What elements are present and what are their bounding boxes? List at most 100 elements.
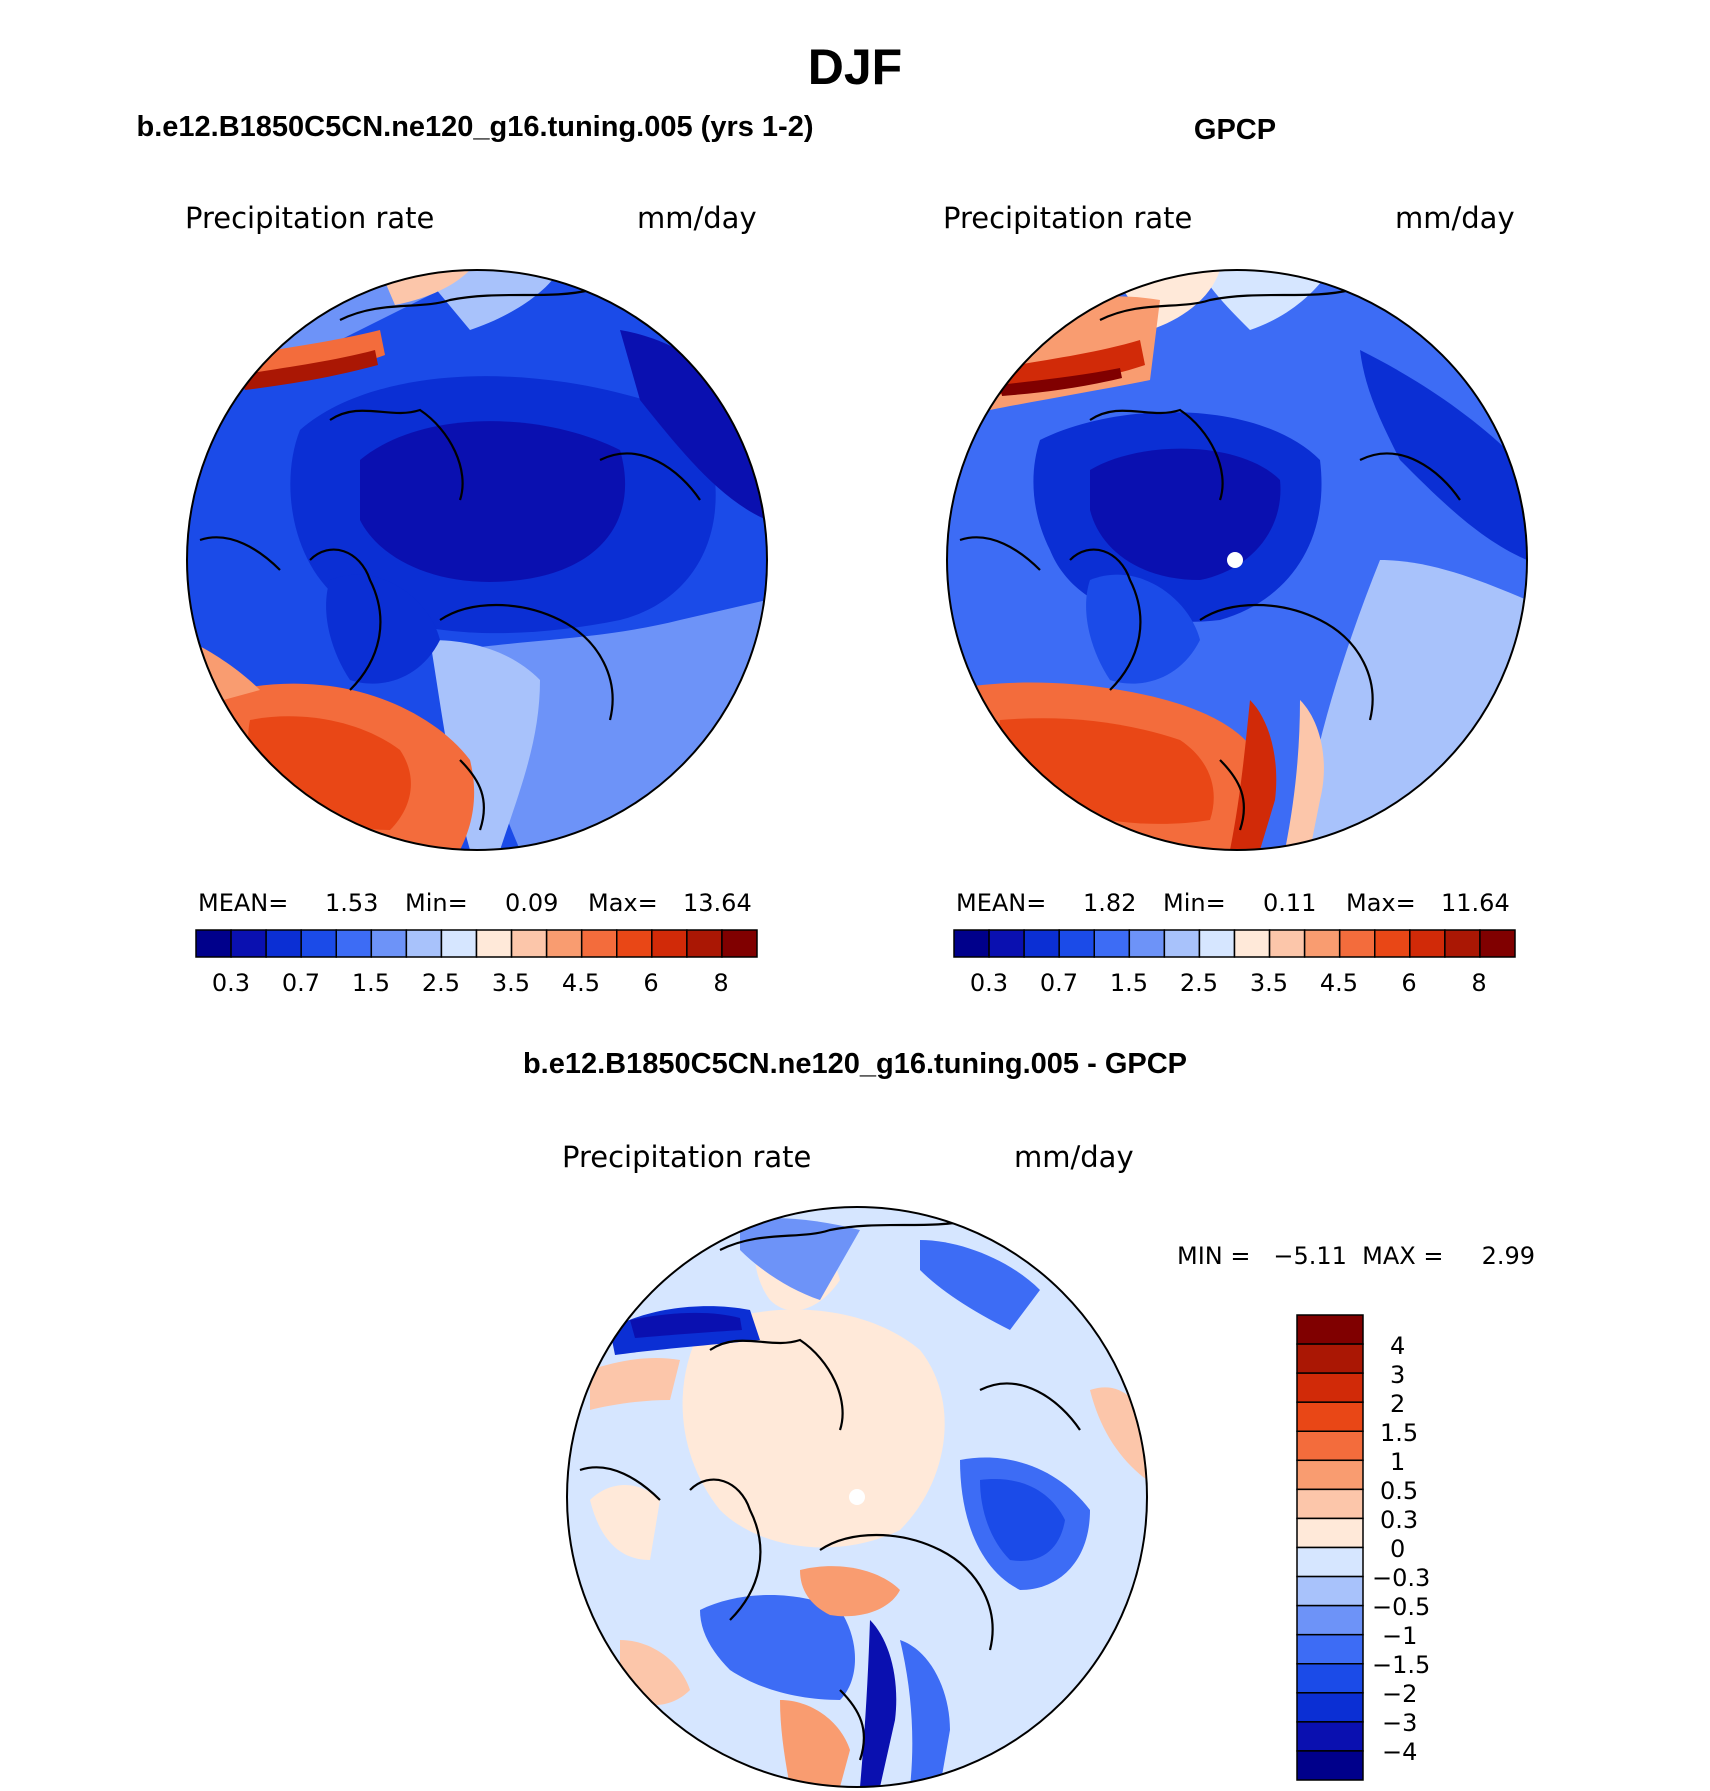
colorbar-box	[721, 929, 758, 958]
map-diff	[566, 1206, 1148, 1788]
colorbar-box	[1233, 929, 1271, 958]
cbar-tick-obs: 1.5	[1110, 969, 1148, 997]
cbar-tick-diff: 0.3	[1380, 1506, 1418, 1534]
cbar-tick-diff: −2	[1382, 1680, 1417, 1708]
stats-max-value-model: 13.64	[683, 889, 752, 917]
colorbar-box	[300, 929, 337, 958]
cbar-tick-diff: 1	[1390, 1448, 1405, 1476]
colorbar-box	[1296, 1459, 1364, 1491]
cbar-tick-diff: −3	[1382, 1709, 1417, 1737]
cbar-tick-diff: −0.3	[1372, 1564, 1430, 1592]
colorbar-box	[1374, 929, 1411, 958]
colorbar-box	[1296, 1401, 1364, 1432]
colorbar-diff-labels: 4 3 2 1.5 1 0.5 0.3 0 −0.3 −0.5 −1 −1.5 …	[1372, 1332, 1430, 1766]
panel-title-obs: GPCP	[1194, 114, 1276, 146]
cbar-tick-obs: 0.3	[970, 969, 1008, 997]
stats-min-label-model: Min=	[405, 889, 468, 917]
colorbar-box	[651, 929, 688, 958]
colorbar-box	[1296, 1721, 1364, 1752]
stats-max-value-obs: 11.64	[1441, 889, 1510, 917]
colorbar-box	[1444, 929, 1481, 958]
variable-label-obs: Precipitation rate	[943, 201, 1192, 235]
map-obs	[946, 269, 1528, 851]
colorbar-box	[1296, 1314, 1364, 1345]
colorbar-box	[1296, 1750, 1364, 1781]
stats-min-value-model: 0.09	[505, 889, 558, 917]
colorbar-box	[686, 929, 723, 958]
units-label-diff: mm/day	[1014, 1140, 1134, 1174]
colorbar-box	[1479, 929, 1516, 958]
colorbar-box	[953, 929, 990, 958]
colorbar-box	[475, 929, 513, 958]
cbar-tick-diff: 1.5	[1380, 1419, 1418, 1447]
colorbar-box	[988, 929, 1025, 958]
cbar-tick-model: 2.5	[422, 969, 460, 997]
colorbar-box	[616, 929, 653, 958]
cbar-tick-model: 8	[713, 969, 728, 997]
colorbar-box	[1296, 1575, 1364, 1607]
stats-mean-value-obs: 1.82	[1083, 889, 1136, 917]
colorbar-box	[1296, 1488, 1364, 1520]
colorbar-box	[1338, 929, 1376, 958]
cbar-tick-model: 4.5	[562, 969, 600, 997]
colorbar-box	[1303, 929, 1341, 958]
stats-mean-label-model: MEAN=	[198, 889, 288, 917]
colorbar-box	[1296, 1343, 1364, 1374]
colorbar-box	[265, 929, 302, 958]
cbar-tick-obs: 6	[1401, 969, 1416, 997]
colorbar-box	[335, 929, 373, 958]
cbar-tick-diff: 3	[1390, 1361, 1405, 1389]
colorbar-box	[510, 929, 548, 958]
stats-mean-value-model: 1.53	[325, 889, 378, 917]
figure-title: DJF	[808, 39, 902, 95]
stats-diff: MIN = −5.11 MAX = 2.99	[1177, 1242, 1535, 1270]
cbar-tick-obs: 2.5	[1180, 969, 1218, 997]
colorbar-box	[440, 929, 478, 958]
cbar-tick-diff: 2	[1390, 1390, 1405, 1418]
map-model	[186, 269, 768, 851]
colorbar-box	[545, 929, 583, 958]
colorbar-box	[195, 929, 232, 958]
colorbar-box	[1296, 1546, 1364, 1578]
pole-marker-diff	[849, 1489, 865, 1505]
cbar-tick-obs: 4.5	[1320, 969, 1358, 997]
colorbar-diff	[1296, 1314, 1364, 1781]
cbar-tick-diff: −4	[1382, 1738, 1417, 1766]
cbar-tick-model: 0.3	[212, 969, 250, 997]
cbar-tick-diff: 0	[1390, 1535, 1405, 1563]
variable-label-model: Precipitation rate	[185, 201, 434, 235]
cbar-tick-diff: −0.5	[1372, 1593, 1430, 1621]
colorbar-box	[1198, 929, 1236, 958]
colorbar-box	[1296, 1372, 1364, 1403]
cbar-tick-model: 0.7	[282, 969, 320, 997]
colorbar-box	[1163, 929, 1201, 958]
units-label-model: mm/day	[637, 201, 757, 235]
panel-title-diff: b.e12.B1850C5CN.ne120_g16.tuning.005 - G…	[523, 1048, 1187, 1080]
stats-min-value-obs: 0.11	[1263, 889, 1316, 917]
colorbar-box	[1296, 1604, 1364, 1636]
cbar-tick-diff: −1.5	[1372, 1651, 1430, 1679]
cbar-tick-model: 1.5	[352, 969, 390, 997]
colorbar-box	[1128, 929, 1166, 958]
pole-marker-obs	[1227, 552, 1243, 568]
colorbar-model	[195, 929, 758, 958]
cbar-tick-obs: 0.7	[1040, 969, 1078, 997]
colorbar-box	[405, 929, 443, 958]
cbar-tick-model: 3.5	[492, 969, 530, 997]
cbar-tick-diff: 4	[1390, 1332, 1405, 1360]
cbar-tick-diff: 0.5	[1380, 1477, 1418, 1505]
panel-title-model: b.e12.B1850C5CN.ne120_g16.tuning.005 (yr…	[137, 111, 814, 143]
units-label-obs: mm/day	[1395, 201, 1515, 235]
cbar-tick-obs: 3.5	[1250, 969, 1288, 997]
colorbar-box	[1296, 1517, 1364, 1549]
stats-max-label-obs: Max=	[1346, 889, 1416, 917]
colorbar-box	[1296, 1663, 1364, 1694]
colorbar-obs	[953, 929, 1516, 958]
cbar-tick-obs: 8	[1471, 969, 1486, 997]
cbar-tick-diff: −1	[1382, 1622, 1417, 1650]
colorbar-box	[1296, 1633, 1364, 1665]
colorbar-box	[1296, 1692, 1364, 1723]
colorbar-box	[230, 929, 267, 958]
variable-label-diff: Precipitation rate	[562, 1140, 811, 1174]
